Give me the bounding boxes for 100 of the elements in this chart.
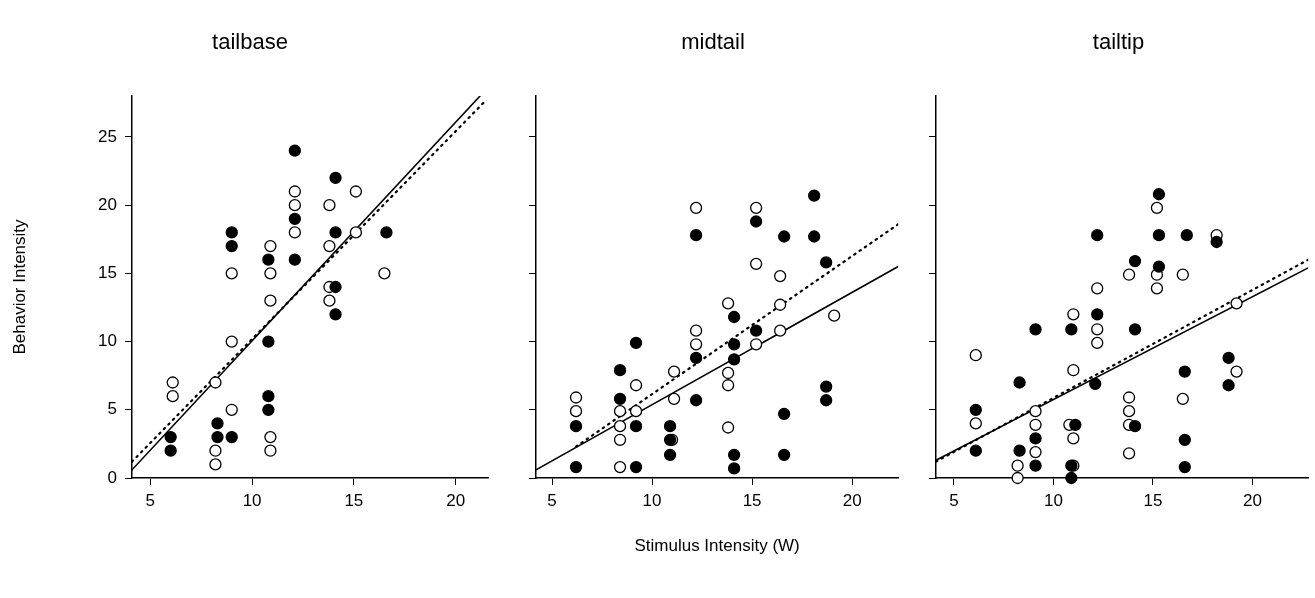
point: [1011, 471, 1024, 485]
y-tick-label: 5: [107, 399, 117, 419]
point: [1178, 433, 1191, 446]
point: [323, 294, 336, 307]
point: [1180, 229, 1193, 242]
point: [1029, 459, 1042, 472]
x-tick-label: 20: [446, 490, 466, 510]
chart-title: tailbase: [212, 29, 288, 55]
point: [225, 430, 238, 444]
point: [211, 417, 224, 430]
y-tick-label: 25: [98, 126, 117, 146]
point: [1122, 268, 1136, 281]
point: [689, 201, 703, 215]
point: [629, 336, 643, 350]
point: [749, 215, 763, 228]
point: [264, 267, 277, 280]
y-axis-title: Behavior Intensity: [9, 218, 29, 355]
point: [667, 365, 681, 378]
point: [166, 389, 179, 403]
point: [225, 226, 238, 239]
point: [1029, 323, 1042, 336]
point: [689, 229, 703, 242]
point: [349, 226, 363, 239]
chart-title: midtail: [681, 29, 745, 55]
point: [808, 189, 821, 202]
point: [1152, 188, 1166, 201]
point: [164, 430, 177, 444]
point: [727, 338, 741, 351]
point: [1069, 418, 1082, 431]
point: [225, 267, 238, 280]
point: [264, 430, 277, 444]
point: [329, 171, 342, 185]
point: [629, 420, 643, 433]
point: [288, 198, 301, 212]
point: [689, 338, 703, 351]
point: [613, 364, 627, 377]
point: [209, 444, 222, 457]
point: [1178, 365, 1191, 378]
point: [663, 448, 677, 461]
point: [820, 394, 833, 407]
point: [1178, 460, 1191, 474]
point: [1222, 379, 1235, 392]
point: [569, 420, 583, 433]
point: [569, 460, 583, 474]
point: [569, 391, 583, 404]
point: [727, 462, 741, 475]
point: [323, 239, 336, 253]
point: [777, 448, 791, 461]
point: [262, 389, 275, 403]
y-tick-label: 15: [98, 263, 117, 283]
point: [262, 253, 275, 266]
point: [969, 403, 982, 416]
point: [613, 405, 627, 418]
point: [1013, 444, 1026, 457]
point: [613, 420, 627, 433]
point: [1128, 323, 1142, 336]
point: [773, 298, 787, 311]
x-tick-label: 20: [1243, 490, 1262, 510]
point: [288, 212, 301, 225]
point: [225, 335, 238, 348]
point: [1013, 376, 1026, 389]
point: [164, 444, 177, 457]
point: [773, 269, 787, 283]
point: [721, 379, 735, 392]
point: [262, 403, 275, 416]
point: [1176, 392, 1189, 406]
point: [1065, 323, 1078, 336]
point: [749, 257, 763, 270]
point: [329, 308, 342, 321]
chart-title: tailtip: [1092, 29, 1145, 55]
point: [1091, 336, 1104, 350]
point: [1011, 459, 1024, 472]
point: [721, 421, 735, 434]
point: [1176, 268, 1189, 281]
point: [721, 297, 735, 310]
x-tick-label: 10: [1043, 490, 1063, 510]
point: [749, 324, 763, 337]
point: [264, 239, 277, 253]
point: [1067, 432, 1080, 445]
point: [329, 280, 342, 294]
point: [1152, 260, 1166, 273]
point: [211, 430, 224, 444]
point: [1210, 235, 1223, 249]
point: [288, 144, 301, 157]
point: [828, 309, 841, 322]
point: [1150, 282, 1164, 295]
point: [264, 444, 277, 457]
x-tick-label: 15: [742, 490, 762, 510]
point: [777, 230, 791, 243]
point: [1091, 229, 1104, 242]
point: [288, 185, 301, 198]
point: [1122, 391, 1136, 404]
point: [721, 366, 735, 380]
point: [329, 226, 342, 239]
point: [288, 253, 301, 266]
point: [727, 310, 741, 324]
x-tick-label: 5: [949, 490, 959, 510]
point: [378, 267, 391, 280]
x-tick-label: 5: [145, 490, 156, 510]
point: [777, 407, 791, 421]
